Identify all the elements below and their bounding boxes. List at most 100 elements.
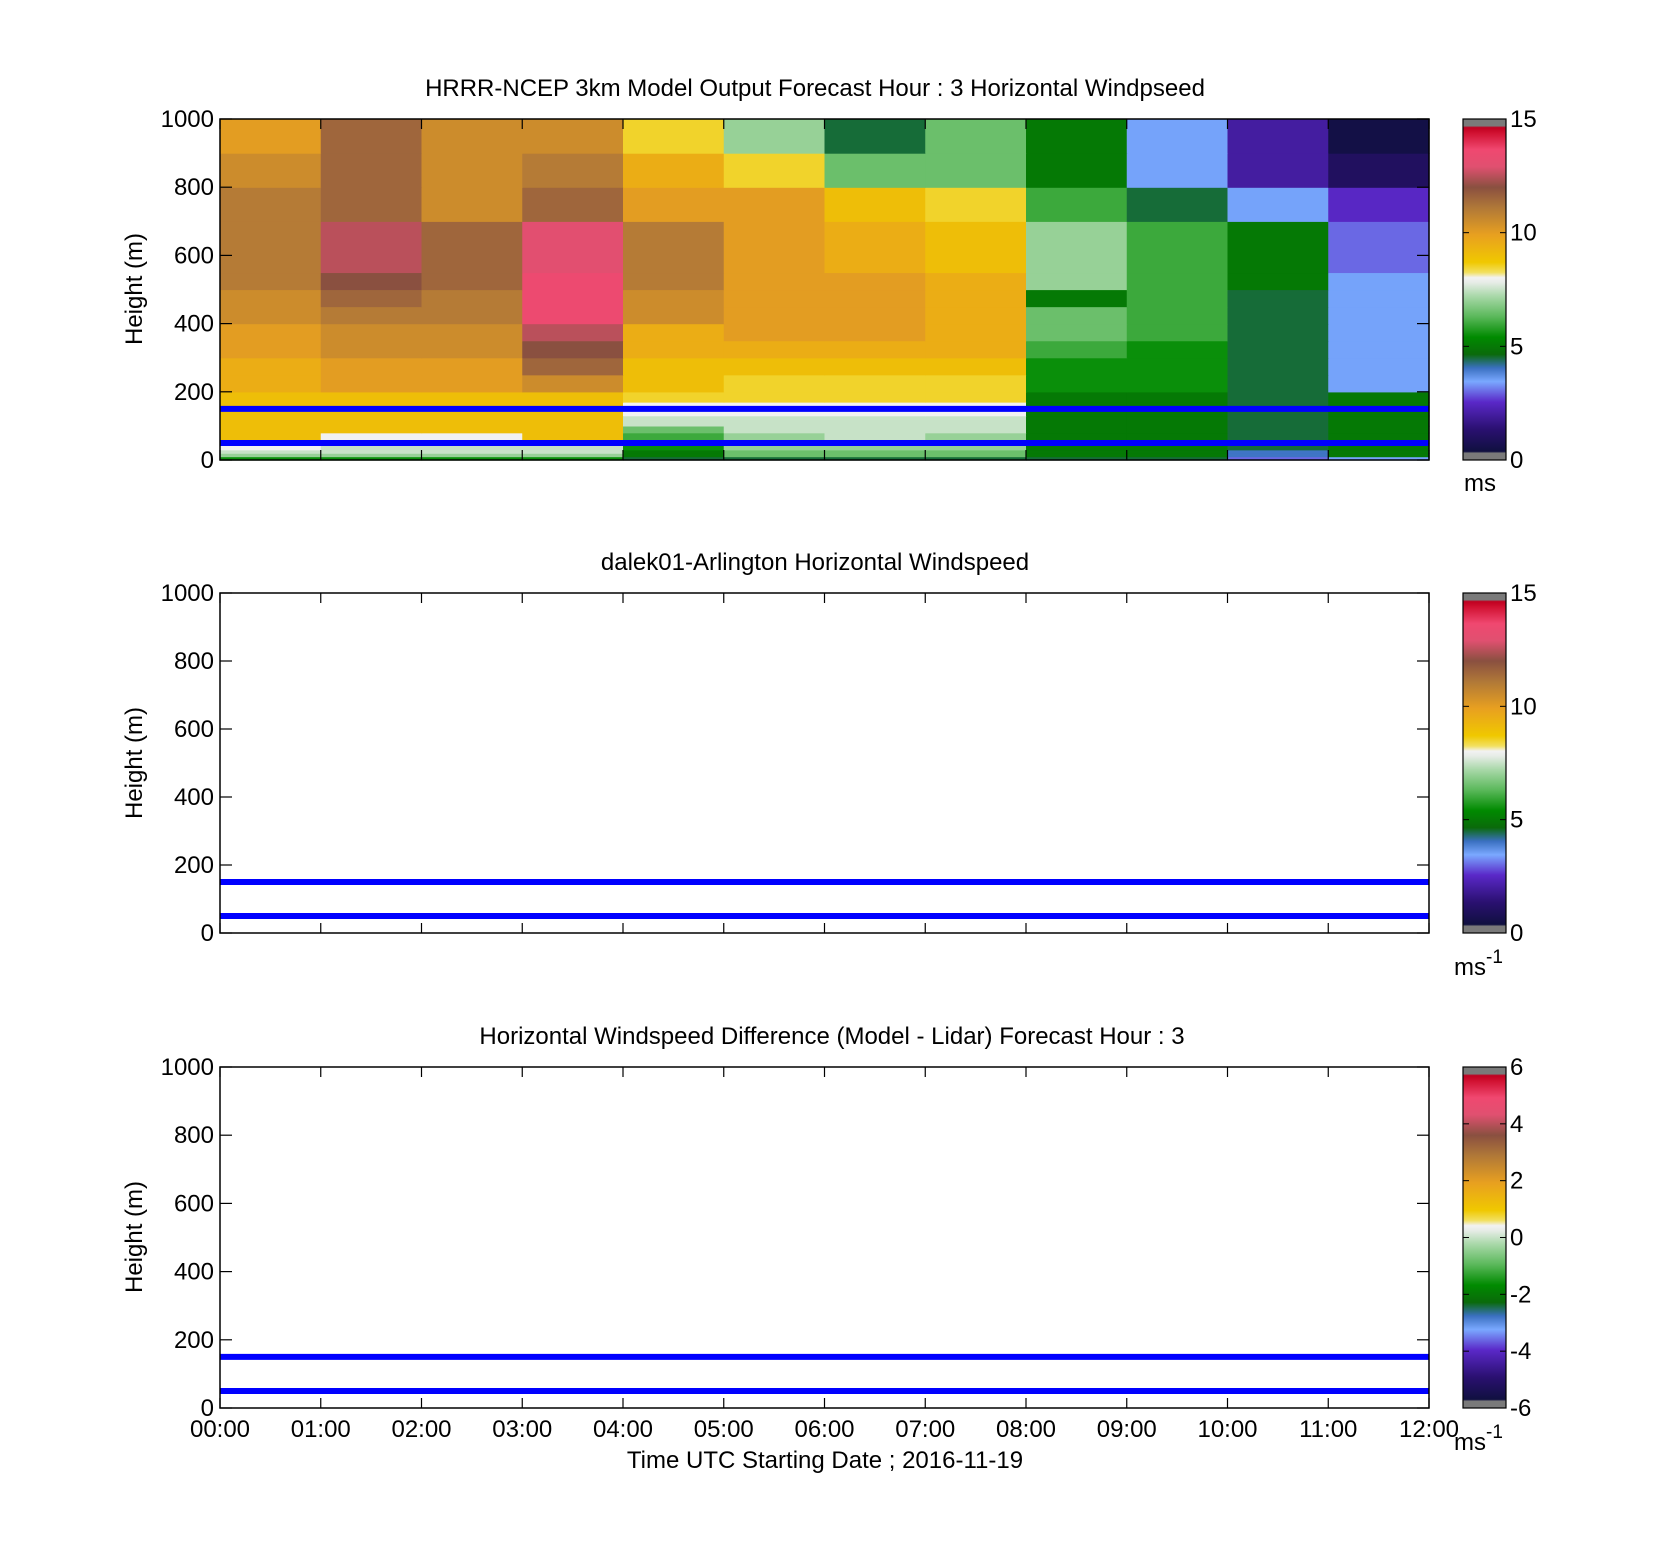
heatmap-cell xyxy=(1026,391,1128,403)
heatmap-cell xyxy=(1328,415,1430,427)
heatmap-cell xyxy=(421,456,523,461)
heatmap-cell xyxy=(220,255,322,274)
x-tick-label: 03:00 xyxy=(492,1416,552,1443)
heatmap-cell xyxy=(1328,187,1430,222)
panel-model-heatmap xyxy=(220,119,1430,461)
heatmap-cell xyxy=(925,453,1027,458)
panel-model-colorbar: 0 5 10 15 xyxy=(1462,106,1537,474)
heatmap-cell xyxy=(421,289,523,308)
x-tick-label: 09:00 xyxy=(1097,1416,1157,1443)
heatmap-cell xyxy=(1328,323,1430,342)
heatmap-cell xyxy=(220,432,322,444)
y-tick-label: 0 xyxy=(201,447,214,474)
heatmap-cell xyxy=(1026,425,1128,434)
y-tick-label: 600 xyxy=(174,716,214,743)
heatmap-cell xyxy=(623,432,725,444)
heatmap-cell xyxy=(623,425,725,434)
heatmap-cell xyxy=(723,153,826,188)
heatmap-cell xyxy=(623,289,725,308)
heatmap-cell xyxy=(220,449,322,454)
x-tick-label: 07:00 xyxy=(895,1416,955,1443)
heatmap-cell xyxy=(320,449,423,454)
heatmap-cell xyxy=(522,221,624,256)
panel-difference-colorbar-unit: ms-1 xyxy=(1454,1422,1503,1456)
heatmap-cell xyxy=(522,456,624,461)
x-tick-label: 12:00 xyxy=(1399,1416,1459,1443)
panel-difference-ylabel: Height (m) xyxy=(121,1181,148,1293)
heatmap-cell xyxy=(1328,456,1430,461)
heatmap-cell xyxy=(220,153,322,188)
heatmap-cell xyxy=(1227,119,1329,154)
panel-lidar-colorbar: 0 5 10 15 xyxy=(1462,580,1537,947)
heatmap-cell xyxy=(421,221,523,256)
heatmap-cell xyxy=(320,415,423,427)
heatmap-cell xyxy=(1328,432,1430,444)
colorbar-tick-label: -2 xyxy=(1510,1281,1531,1308)
heatmap-cell xyxy=(824,449,926,454)
heatmap-cell xyxy=(1126,415,1229,427)
heatmap-cell xyxy=(723,449,826,454)
heatmap-cell xyxy=(723,453,826,458)
heatmap-cell xyxy=(522,432,624,444)
heatmap-cell xyxy=(925,306,1027,325)
heatmap-cell xyxy=(723,306,826,325)
heatmap-cell xyxy=(723,442,826,451)
heatmap-cell xyxy=(320,272,423,291)
heatmap-cell xyxy=(723,415,826,427)
heatmap-cell xyxy=(1026,453,1128,458)
colorbar-tick-label: 4 xyxy=(1510,1111,1523,1138)
heatmap-cell xyxy=(1328,119,1430,154)
heatmap-cell xyxy=(522,415,624,427)
heatmap-cell xyxy=(925,456,1027,461)
y-tick-label: 200 xyxy=(174,852,214,879)
heatmap-cell xyxy=(925,187,1027,222)
x-tick-label: 10:00 xyxy=(1197,1416,1257,1443)
heatmap-cell xyxy=(220,391,322,403)
panel-model-ticks: 0 200 400 600 800 1000 xyxy=(161,106,1430,474)
heatmap-cell xyxy=(925,323,1027,342)
colorbar-gradient xyxy=(1462,118,1507,461)
panel-lidar-ylabel: Height (m) xyxy=(121,707,148,819)
heatmap-cell xyxy=(522,453,624,458)
heatmap-cell xyxy=(1026,221,1128,256)
y-tick-label: 800 xyxy=(174,174,214,201)
heatmap-cell xyxy=(824,187,926,222)
heatmap-cell xyxy=(320,255,423,274)
heatmap-cell xyxy=(1227,340,1329,359)
heatmap-cell xyxy=(522,357,624,376)
heatmap-cell xyxy=(522,272,624,291)
colorbar-gradient xyxy=(1462,592,1507,934)
x-tick-label: 08:00 xyxy=(996,1416,1056,1443)
heatmap-cell xyxy=(1227,272,1329,291)
heatmap-cell xyxy=(623,153,725,188)
panel-difference-ticks: 00:00 01:00 02:00 03:00 04:00 05:00 06:00 07:00… xyxy=(161,1054,1459,1443)
heatmap-cell xyxy=(723,187,826,222)
heatmap-cell xyxy=(925,289,1027,308)
heatmap-cell xyxy=(320,357,423,376)
colorbar-tick-label: -4 xyxy=(1510,1338,1531,1365)
heatmap-cell xyxy=(824,153,926,188)
heatmap-cell xyxy=(320,374,423,393)
heatmap-cell xyxy=(1126,442,1229,451)
colorbar-tick-label: 0 xyxy=(1510,920,1523,947)
heatmap-cell xyxy=(623,357,725,376)
panel-difference: Horizontal Windspeed Difference (Model -… xyxy=(121,1023,1531,1474)
panel-lidar: dalek01-Arlington Horizontal Windspeed 0… xyxy=(121,549,1537,981)
heatmap-cell xyxy=(1026,289,1128,308)
heatmap-cell xyxy=(1328,306,1430,325)
heatmap-cell xyxy=(623,456,725,461)
heatmap-cell xyxy=(421,153,523,188)
heatmap-cell xyxy=(421,442,523,451)
heatmap-cell xyxy=(220,272,322,291)
y-tick-label: 1000 xyxy=(161,106,214,133)
heatmap-cell xyxy=(1227,187,1329,222)
x-tick-label: 01:00 xyxy=(291,1416,351,1443)
heatmap-cell xyxy=(1026,340,1128,359)
heatmap-cell xyxy=(1126,357,1229,376)
heatmap-cell xyxy=(1126,449,1229,454)
heatmap-cell xyxy=(1126,340,1229,359)
heatmap-cell xyxy=(824,255,926,274)
heatmap-cell xyxy=(1328,272,1430,291)
heatmap-cell xyxy=(1026,323,1128,342)
heatmap-cell xyxy=(1026,187,1128,222)
